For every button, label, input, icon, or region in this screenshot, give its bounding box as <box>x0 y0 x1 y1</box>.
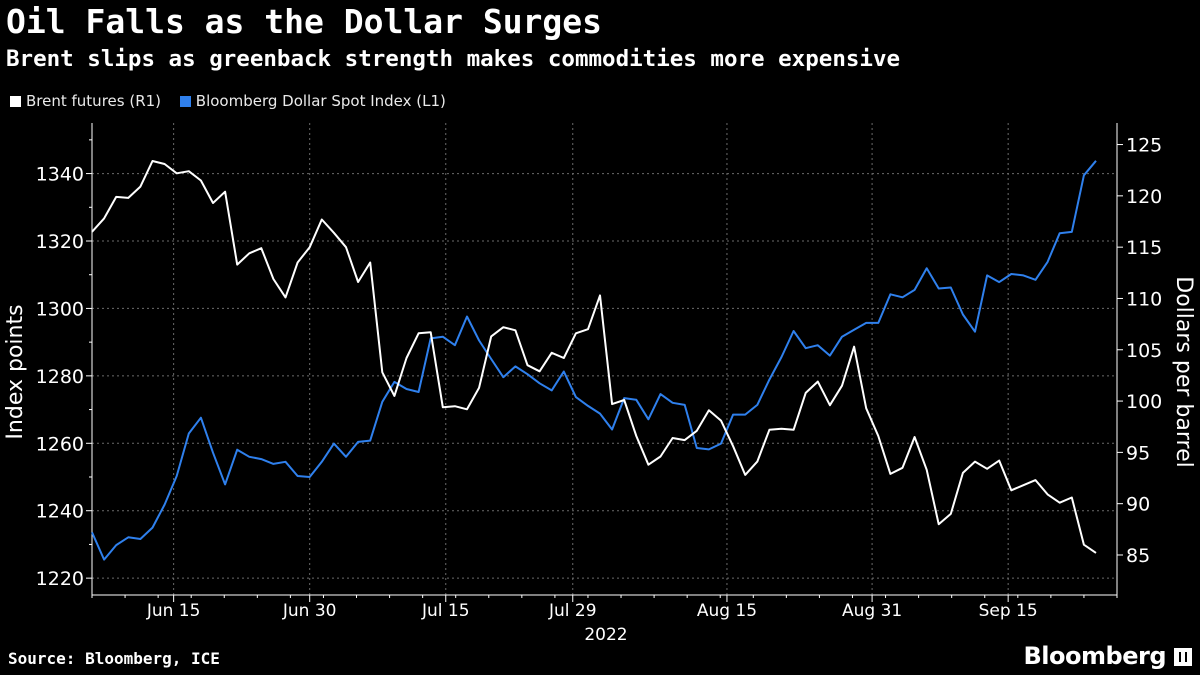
legend-label-dollar: Bloomberg Dollar Spot Index (L1) <box>195 92 446 110</box>
chart-subtitle: Brent slips as greenback strength makes … <box>6 46 901 72</box>
left-axis-label: Index points <box>3 304 28 439</box>
left-tick-label: 1320 <box>36 231 84 253</box>
bloomberg-logo: Bloomberg <box>1023 642 1167 670</box>
terminal-icon <box>1174 648 1192 666</box>
legend-item-brent: Brent futures (R1) <box>10 90 161 112</box>
right-tick-label: 115 <box>1126 237 1162 259</box>
brent-futures-line <box>91 160 1097 554</box>
right-tick-label: 125 <box>1126 135 1162 157</box>
legend-item-dollar: Bloomberg Dollar Spot Index (L1) <box>179 90 446 112</box>
x-tick-label: Aug 15 <box>697 601 757 621</box>
left-tick-label: 1340 <box>36 164 84 186</box>
axes: 1220 1240 1260 1280 1300 1320 1340 85 90 95 100 105… <box>36 123 1162 621</box>
legend-swatch-dollar <box>179 95 191 107</box>
gridlines <box>92 123 1117 595</box>
chart-title: Oil Falls as the Dollar Surges <box>6 2 603 41</box>
dollar-index-line <box>91 160 1097 561</box>
legend-label-brent: Brent futures (R1) <box>26 92 162 110</box>
left-tick-label: 1240 <box>36 501 84 523</box>
source-note: Source: Bloomberg, ICE <box>8 649 220 668</box>
x-tick-label: Jul 29 <box>548 601 597 621</box>
right-tick-label: 85 <box>1126 545 1150 567</box>
right-tick-label: 105 <box>1126 340 1162 362</box>
right-tick-label: 120 <box>1126 186 1162 208</box>
right-tick-label: 95 <box>1126 442 1150 464</box>
legend-swatch-brent <box>10 95 21 107</box>
right-tick-label: 90 <box>1126 494 1150 516</box>
left-tick-label: 1300 <box>36 298 84 320</box>
left-tick-label: 1220 <box>36 568 84 590</box>
x-tick-label: Jun 15 <box>146 601 201 621</box>
right-tick-label: 110 <box>1126 288 1162 310</box>
x-tick-label: Sep 15 <box>979 601 1038 621</box>
x-axis-year-label: 2022 <box>584 625 627 645</box>
x-tick-label: Aug 31 <box>842 601 902 621</box>
left-tick-label: 1260 <box>36 433 84 455</box>
right-tick-label: 100 <box>1126 391 1162 413</box>
legend: Brent futures (R1) Bloomberg Dollar Spot… <box>10 90 460 113</box>
x-tick-label: Jun 30 <box>282 601 337 621</box>
right-axis-label: Dollars per barrel <box>1171 276 1196 467</box>
x-tick-label: Jul 15 <box>421 601 470 621</box>
series-lines <box>91 160 1097 561</box>
left-tick-label: 1280 <box>36 366 84 388</box>
